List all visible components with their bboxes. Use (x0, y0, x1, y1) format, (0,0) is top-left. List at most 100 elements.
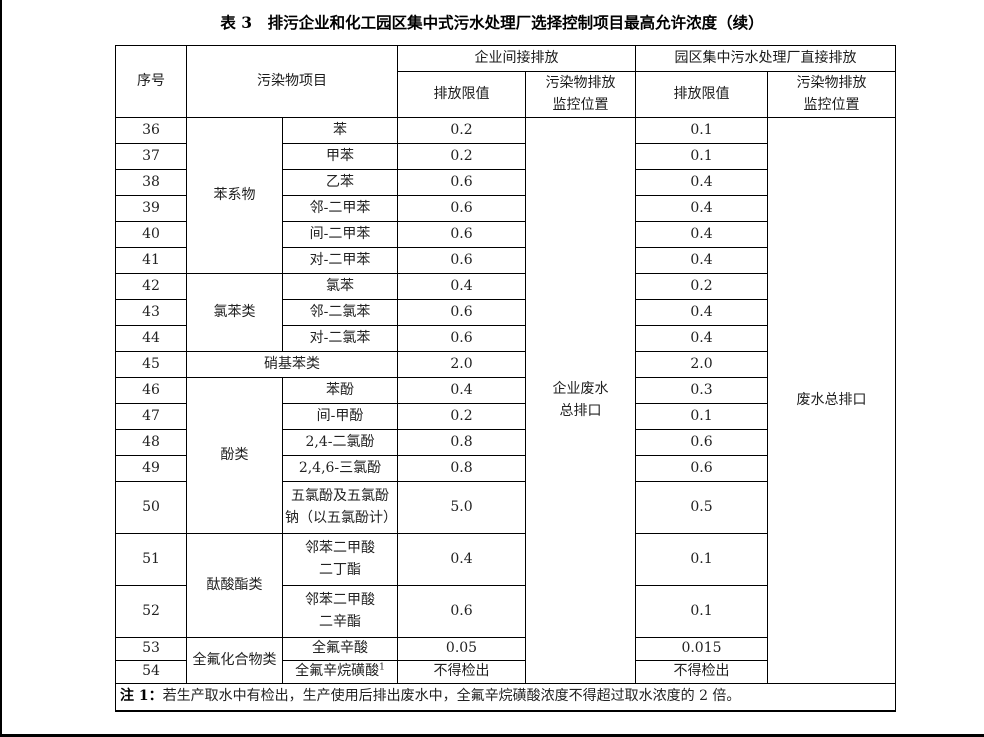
cell-limit-enterprise: 0.6 (397, 325, 526, 352)
cell-limit-enterprise: 0.8 (397, 455, 526, 482)
header-serial: 序号 (115, 45, 187, 118)
cell-item: 邻-二氯苯 (282, 299, 398, 326)
table-row: 39 邻-二甲苯 0.6 0.4 (115, 195, 896, 222)
cell-serial: 48 (115, 429, 187, 456)
page-edge-bottom (0, 734, 984, 737)
cell-serial: 45 (115, 351, 187, 378)
cell-serial: 53 (115, 637, 187, 661)
cell-serial: 46 (115, 377, 187, 404)
cell-limit-park: 0.4 (635, 325, 768, 352)
cell-item: 对-二氯苯 (282, 325, 398, 352)
note-text: 若生产取水中有检出，生产使用后排出废水中，全氟辛烷磺酸浓度不得超过取水浓度的 2… (162, 688, 741, 704)
cell-limit-enterprise: 0.6 (397, 299, 526, 326)
cell-limit-park: 0.4 (635, 247, 768, 274)
cell-limit-park: 0.1 (635, 585, 768, 638)
cell-limit-enterprise: 0.4 (397, 533, 526, 586)
table-row: 40 间-二甲苯 0.6 0.4 (115, 221, 896, 248)
cell-serial: 37 (115, 143, 187, 170)
cell-serial: 50 (115, 481, 187, 534)
cell-limit-park: 0.6 (635, 455, 768, 482)
table-row: 52 邻苯二甲酸 二辛酯 0.6 0.1 (115, 585, 896, 638)
cell-serial: 38 (115, 169, 187, 196)
cell-item: 全氟辛酸 (282, 637, 398, 661)
cell-limit-park: 不得检出 (635, 660, 768, 684)
table-row: 53 全氟化合物类 全氟辛酸 0.05 0.015 (115, 637, 896, 684)
note-label: 注 1： (120, 688, 163, 704)
cell-item: 苯酚 (282, 377, 398, 404)
cell-limit-enterprise: 0.2 (397, 117, 526, 144)
header-monitor-enterprise: 污染物排放 监控位置 (525, 71, 636, 118)
header-sub-row: 排放限值 污染物排放 监控位置 排放限值 污染物排放 监控位置 (116, 71, 896, 118)
cell-serial: 39 (115, 195, 187, 222)
cell-category: 全氟化合物类 (186, 637, 283, 684)
cell-limit-park: 0.4 (635, 195, 768, 222)
cell-limit-park: 0.015 (635, 637, 768, 661)
cell-category: 酞酸酯类 (186, 533, 283, 638)
cell-category: 苯系物 (186, 117, 283, 274)
cell-limit-park: 0.4 (635, 169, 768, 196)
note-row: 注 1：若生产取水中有检出，生产使用后排出废水中，全氟辛烷磺酸浓度不得超过取水浓… (115, 682, 896, 712)
cell-limit-enterprise: 不得检出 (397, 660, 526, 684)
cell-limit-enterprise: 2.0 (397, 351, 526, 378)
cell-item: 硝基苯类 (186, 351, 398, 378)
cell-serial: 40 (115, 221, 187, 248)
cell-limit-park: 0.5 (635, 481, 768, 534)
table-row: 54 全氟辛烷磺酸1 不得检出 不得检出 (115, 660, 896, 684)
cell-limit-enterprise: 0.6 (397, 169, 526, 196)
cell-item: 苯 (282, 117, 398, 144)
table-row: 51 酞酸酯类 邻苯二甲酸 二丁酯 0.4 0.1 (115, 533, 896, 638)
cell-serial: 54 (115, 660, 187, 684)
header-group-enterprise: 企业间接排放 (397, 45, 636, 72)
cell-limit-park: 0.1 (635, 403, 768, 430)
cell-item: 乙苯 (282, 169, 398, 196)
cell-serial: 36 (115, 117, 187, 144)
cell-item: 间-甲酚 (282, 403, 398, 430)
header-group-park: 园区集中污水处理厂直接排放 (635, 45, 896, 72)
cell-limit-park: 0.3 (635, 377, 768, 404)
cell-item: 2,4,6-三氯酚 (282, 455, 398, 482)
cell-limit-enterprise: 0.8 (397, 429, 526, 456)
cell-limit-park: 0.1 (635, 533, 768, 586)
cell-item: 五氯酚及五氯酚 钠（以五氯酚计） (282, 481, 398, 534)
cell-limit-enterprise: 0.6 (397, 195, 526, 222)
cell-item: 2,4-二氯酚 (282, 429, 398, 456)
cell-limit-enterprise: 0.05 (397, 637, 526, 661)
cell-serial: 43 (115, 299, 187, 326)
cell-item: 对-二甲苯 (282, 247, 398, 274)
cell-item: 邻苯二甲酸 二辛酯 (282, 585, 398, 638)
cell-item: 氯苯 (282, 273, 398, 300)
note-cell: 注 1：若生产取水中有检出，生产使用后排出废水中，全氟辛烷磺酸浓度不得超过取水浓… (115, 682, 896, 712)
table-row: 41 对-二甲苯 0.6 0.4 (115, 247, 896, 274)
table-row: 37 甲苯 0.2 0.1 (115, 143, 896, 170)
cell-serial: 42 (115, 273, 187, 300)
table-row: 43 邻-二氯苯 0.6 0.4 (115, 299, 896, 326)
footnote-marker: 1 (379, 662, 385, 673)
cell-limit-park: 0.1 (635, 117, 768, 144)
table-row: 38 乙苯 0.6 0.4 (115, 169, 896, 196)
cell-item: 全氟辛烷磺酸1 (282, 660, 398, 684)
cell-limit-enterprise: 0.2 (397, 143, 526, 170)
cell-serial: 51 (115, 533, 187, 586)
cell-serial: 41 (115, 247, 187, 274)
cell-limit-park: 0.2 (635, 273, 768, 300)
cell-limit-enterprise: 0.4 (397, 377, 526, 404)
cell-item: 邻苯二甲酸 二丁酯 (282, 533, 398, 586)
cell-limit-enterprise: 0.4 (397, 273, 526, 300)
page-title: 表 3 排污企业和化工园区集中式污水处理厂选择控制项目最高允许浓度（续） (220, 13, 764, 32)
table-row: 47 间-甲酚 0.2 0.1 (115, 403, 896, 430)
cell-limit-enterprise: 0.2 (397, 403, 526, 430)
header-monitor-park: 污染物排放 监控位置 (767, 71, 896, 118)
table-row: 36 苯系物苯 0.2 企业废水 总排口 0.1 废水总排口 (115, 117, 896, 684)
cell-monitor-enterprise: 企业废水 总排口 (525, 117, 636, 684)
header-pollutant: 污染物项目 (186, 45, 398, 118)
page-edge-left (0, 0, 2, 737)
cell-limit-park: 2.0 (635, 351, 768, 378)
pollutant-limits-table: 序号 污染物项目 企业间接排放 园区集中污水处理厂直接排放 排放限值 污染物排放… (115, 45, 896, 712)
header-limit-enterprise: 排放限值 (397, 71, 526, 118)
header-group-row: 序号 污染物项目 企业间接排放 园区集中污水处理厂直接排放 (115, 45, 896, 118)
cell-serial: 44 (115, 325, 187, 352)
cell-limit-park: 0.4 (635, 221, 768, 248)
header-limit-park: 排放限值 (635, 71, 768, 118)
cell-category: 氯苯类 (186, 273, 283, 352)
table-row: 46 酚类 苯酚 0.4 0.3 (115, 377, 896, 534)
